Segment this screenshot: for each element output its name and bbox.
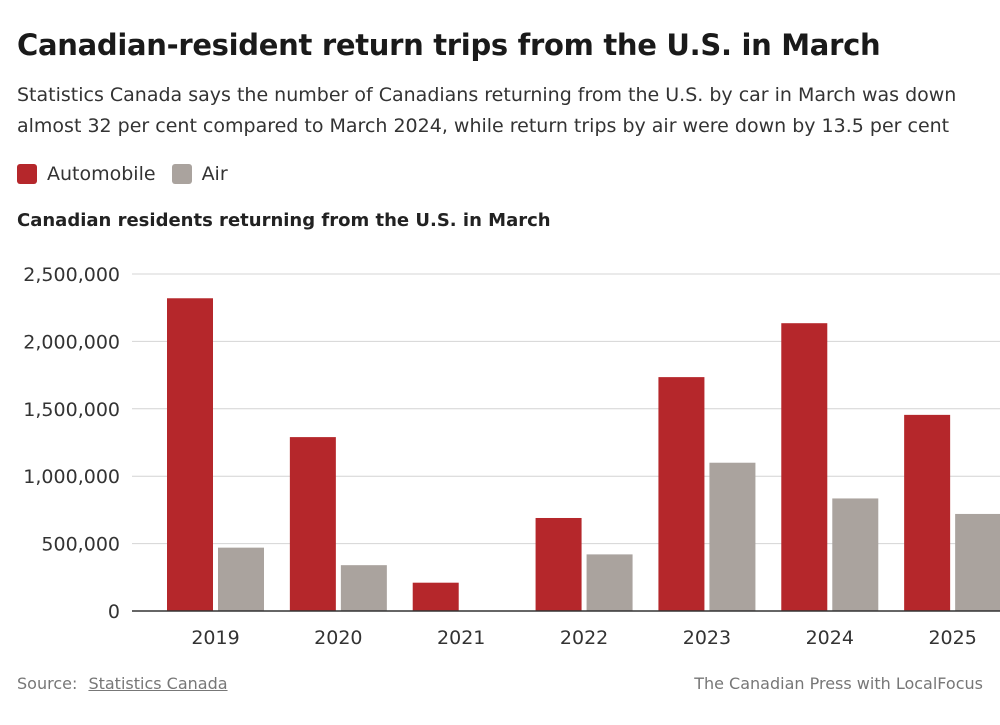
legend-item-automobile: Automobile bbox=[17, 163, 156, 185]
bar-automobile-2019 bbox=[167, 298, 213, 611]
description-line-1: Statistics Canada says the number of Can… bbox=[17, 84, 957, 106]
y-tick-label: 0 bbox=[108, 601, 120, 623]
y-tick-label: 1,500,000 bbox=[23, 399, 120, 421]
legend-label-air: Air bbox=[201, 163, 228, 185]
legend-swatch-air bbox=[171, 164, 192, 184]
bar-air-2022 bbox=[586, 554, 633, 611]
chart-subtitle: Canadian residents returning from the U.… bbox=[17, 210, 551, 231]
bar-automobile-2025 bbox=[904, 414, 951, 611]
y-tick-label: 2,000,000 bbox=[23, 331, 120, 353]
source-note: Source: Statistics Canada bbox=[17, 674, 228, 693]
legend-swatch-automobile bbox=[17, 164, 37, 184]
y-tick-label: 500,000 bbox=[41, 534, 120, 556]
source-prefix: Source: bbox=[17, 674, 78, 693]
bar-air-2025 bbox=[955, 513, 1000, 611]
legend-label-automobile: Automobile bbox=[47, 163, 156, 185]
bar-automobile-2024 bbox=[781, 323, 828, 611]
source-link[interactable]: Statistics Canada bbox=[88, 674, 228, 693]
bar-air-2023 bbox=[709, 462, 756, 611]
x-tick-label: 2023 bbox=[683, 627, 731, 649]
chart-description: Statistics Canada says the number of Can… bbox=[17, 80, 1000, 142]
x-tick-label: 2024 bbox=[806, 627, 854, 649]
x-tick-label: 2019 bbox=[191, 627, 239, 649]
bar-automobile-2022 bbox=[535, 517, 582, 611]
x-tick-label: 2021 bbox=[437, 627, 485, 649]
y-tick-label: 2,500,000 bbox=[23, 264, 120, 286]
bar-air-2024 bbox=[832, 498, 879, 611]
credit-note: The Canadian Press with LocalFocus bbox=[694, 674, 983, 693]
chart-title: Canadian-resident return trips from the … bbox=[17, 28, 881, 62]
bar-air-2020 bbox=[340, 565, 387, 611]
description-line-2: almost 32 per cent compared to March 202… bbox=[17, 115, 950, 137]
bar-air-2019 bbox=[218, 547, 264, 611]
legend: Automobile Air bbox=[17, 163, 244, 185]
bar-automobile-2020 bbox=[289, 437, 336, 611]
y-tick-label: 1,000,000 bbox=[23, 466, 120, 488]
bar-automobile-2021 bbox=[412, 582, 459, 611]
x-tick-label: 2025 bbox=[928, 627, 976, 649]
x-tick-label: 2022 bbox=[560, 627, 608, 649]
legend-item-air: Air bbox=[171, 163, 228, 185]
bar-chart: 0 500,000 1,000,000 1,500,000 2,000,000 2,500… bbox=[23, 264, 1000, 649]
x-tick-label: 2020 bbox=[314, 627, 362, 649]
bar-automobile-2023 bbox=[658, 377, 705, 611]
